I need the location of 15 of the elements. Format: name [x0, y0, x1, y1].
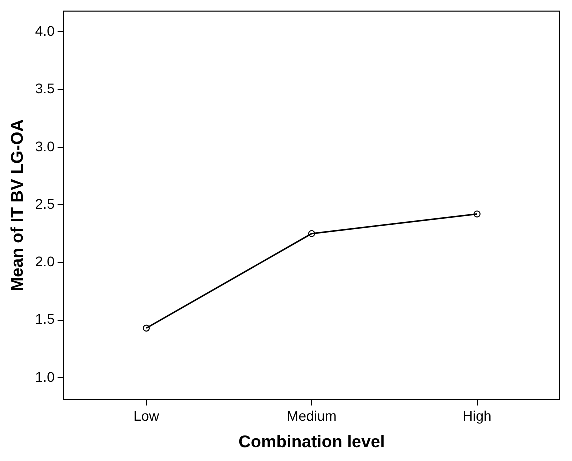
point: [143, 324, 150, 332]
point: [474, 210, 481, 218]
y-tick-label: 1.5: [35, 311, 56, 328]
x-tick-label: Medium: [287, 408, 337, 424]
y-tick-label: 2.0: [35, 254, 56, 270]
x-tick-label: Low: [134, 408, 160, 424]
point: [308, 230, 316, 238]
x-tick-label: High: [462, 408, 492, 424]
y-tick-label: 4.0: [35, 23, 56, 40]
x-axis-title: Combination level: [238, 432, 386, 452]
y-tick-label: 3.0: [35, 138, 56, 154]
y-tick-label: 3.5: [35, 80, 56, 97]
y-axis-title: Mean of IT BV LG-OA: [8, 120, 27, 292]
y-tick-label: 2.5: [35, 196, 56, 212]
y-tick-label: 1.0: [35, 368, 56, 385]
